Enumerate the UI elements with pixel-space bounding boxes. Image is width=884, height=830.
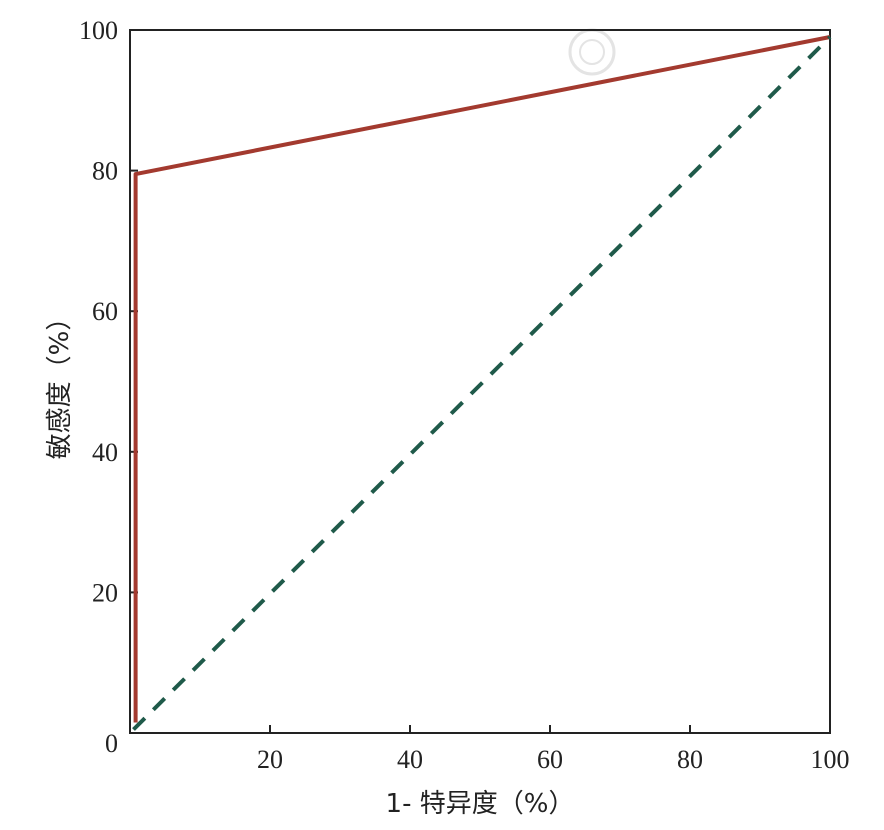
- y-tick-label: 100: [79, 16, 118, 45]
- y-tick-label: 0: [105, 729, 118, 758]
- y-tick-label: 80: [92, 157, 118, 186]
- x-tick-label: 60: [537, 745, 563, 774]
- x-tick-label: 80: [677, 745, 703, 774]
- series-layer: [132, 35, 832, 731]
- x-axis-ticks: 20 40 60 80 100: [257, 725, 850, 774]
- plot-border: [129, 29, 831, 734]
- roc-curve-line: [133, 35, 831, 723]
- y-tick-label: 60: [92, 297, 118, 326]
- x-tick-label: 20: [257, 745, 283, 774]
- x-axis-title: 1- 特异度（%）: [386, 789, 575, 819]
- y-tick-label: 40: [92, 438, 118, 467]
- x-tick-label: 100: [811, 745, 850, 774]
- y-axis-title: 敏感度（%）: [45, 305, 75, 460]
- watermark: [568, 28, 616, 76]
- y-axis-ticks: 0 20 40 60 80 100: [79, 16, 138, 758]
- plot-frame: [129, 29, 831, 734]
- watermark-seal-inner-icon: [579, 39, 605, 65]
- y-tick-label: 20: [92, 578, 118, 607]
- x-tick-label: 40: [397, 745, 423, 774]
- watermark-seal-icon: [568, 28, 616, 76]
- reference-diagonal-line: [132, 35, 832, 731]
